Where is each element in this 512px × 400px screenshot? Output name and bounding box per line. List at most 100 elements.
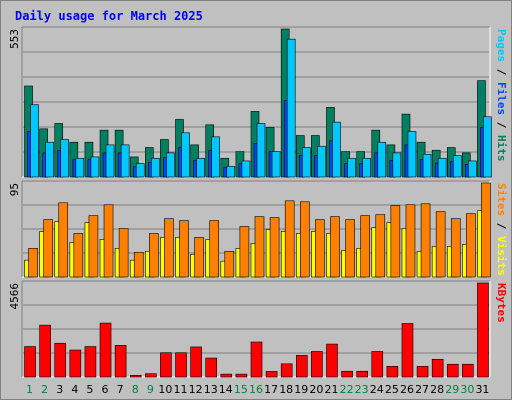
legend-part-1: / (495, 216, 508, 236)
bar-kbytes-day-27 (416, 365, 429, 378)
bar-sites-day-30 (466, 213, 476, 278)
legend-label-middle: Sites / Visits (495, 183, 508, 276)
bar-kbytes-day-25 (386, 365, 399, 378)
bar-sites-day-16 (254, 216, 265, 278)
x-tick-label-day-9: 9 (147, 383, 154, 396)
y-max-label-middle: 95 (8, 183, 21, 196)
x-tick-label-day-29: 29 (445, 383, 459, 396)
bar-kbytes-day-29 (446, 363, 459, 378)
x-tick-label-day-17: 17 (264, 383, 278, 396)
bar-sites-day-20 (315, 219, 325, 278)
bar-kbytes-day-26 (401, 323, 414, 378)
legend-part-4: Hits (495, 135, 508, 162)
bar-kbytes-day-6 (99, 322, 112, 378)
y-max-label-bottom: 4566 (8, 283, 21, 310)
bar-sites-day-24 (375, 214, 386, 278)
bar-pages-day-31 (483, 116, 492, 178)
bar-pages-day-8 (135, 163, 145, 178)
bar-pages-day-10 (166, 152, 175, 178)
bar-kbytes-day-10 (160, 352, 172, 378)
bar-sites-day-13 (209, 220, 220, 278)
x-tick-label-day-10: 10 (158, 383, 172, 396)
bar-pages-day-15 (241, 160, 251, 178)
bar-kbytes-day-5 (84, 346, 97, 378)
bar-kbytes-day-31 (477, 282, 489, 378)
bar-kbytes-day-21 (326, 343, 338, 378)
bar-pages-day-20 (317, 145, 326, 178)
legend-label-bottom: KBytes (495, 283, 508, 323)
legend-label-top: Pages / Files / Hits (495, 29, 508, 162)
x-tick-label-day-26: 26 (400, 383, 414, 396)
bar-pages-day-16 (256, 123, 266, 178)
bar-sites-day-4 (73, 233, 84, 278)
bar-sites-day-28 (435, 211, 446, 278)
bar-kbytes-day-12 (190, 346, 202, 378)
bar-pages-day-2 (45, 141, 54, 178)
bar-kbytes-day-17 (265, 371, 278, 378)
x-tick-label-day-4: 4 (71, 383, 78, 396)
bar-sites-day-25 (390, 205, 401, 278)
bar-sites-day-17 (269, 217, 280, 278)
x-tick-label-day-15: 15 (234, 383, 248, 396)
bar-sites-day-11 (179, 220, 189, 278)
bar-pages-day-12 (196, 157, 205, 178)
bar-kbytes-day-7 (114, 344, 127, 378)
bar-pages-day-7 (120, 144, 130, 178)
bar-sites-day-6 (103, 204, 114, 278)
bar-kbytes-day-9 (145, 373, 157, 378)
bar-sites-day-14 (224, 250, 235, 278)
bar-sites-day-18 (284, 200, 295, 278)
y-max-label-top: 553 (8, 29, 21, 49)
x-tick-label-day-21: 21 (324, 383, 338, 396)
bar-kbytes-day-8 (129, 375, 142, 378)
bar-pages-day-23 (362, 157, 371, 178)
bar-sites-day-15 (239, 226, 250, 278)
bar-sites-day-1 (28, 248, 38, 278)
bar-pages-day-29 (452, 155, 462, 178)
bar-kbytes-day-4 (69, 349, 82, 378)
bar-pages-day-6 (105, 144, 115, 178)
bar-sites-day-9 (149, 233, 159, 278)
bar-pages-day-21 (332, 121, 341, 178)
x-tick-label-day-3: 3 (56, 383, 63, 396)
legend-part-3: / (495, 115, 508, 135)
bar-kbytes-day-1 (24, 346, 36, 378)
bar-sites-day-3 (58, 202, 69, 278)
x-tick-label-day-12: 12 (189, 383, 203, 396)
x-tick-label-day-25: 25 (385, 383, 399, 396)
bar-kbytes-day-16 (250, 341, 263, 378)
x-tick-label-day-11: 11 (174, 383, 188, 396)
x-tick-label-day-14: 14 (219, 383, 233, 396)
legend-part-1: / (495, 62, 508, 82)
bar-sites-day-7 (118, 228, 129, 278)
bar-sites-day-23 (360, 215, 370, 278)
bar-kbytes-day-28 (431, 358, 444, 378)
bar-sites-day-10 (164, 218, 174, 278)
legend-part-0: KBytes (495, 283, 508, 323)
bar-sites-day-8 (133, 251, 144, 278)
x-tick-label-day-13: 13 (204, 383, 218, 396)
x-tick-label-day-30: 30 (460, 383, 474, 396)
bar-pages-day-13 (211, 136, 221, 178)
bar-sites-day-26 (405, 204, 416, 278)
x-tick-label-day-2: 2 (41, 383, 48, 396)
bar-sites-day-5 (88, 215, 99, 278)
bar-kbytes-day-20 (311, 351, 323, 378)
legend-part-0: Pages (495, 29, 508, 62)
bar-pages-day-17 (271, 151, 281, 178)
x-tick-label-day-5: 5 (86, 383, 93, 396)
x-tick-label-day-23: 23 (355, 383, 369, 396)
bar-kbytes-day-30 (462, 363, 474, 378)
x-tick-label-day-19: 19 (294, 383, 308, 396)
bar-pages-day-5 (90, 156, 100, 178)
bar-pages-day-9 (151, 157, 160, 178)
x-tick-label-day-27: 27 (415, 383, 429, 396)
bar-pages-day-19 (301, 147, 311, 178)
bar-pages-day-25 (392, 152, 402, 178)
bar-kbytes-day-15 (235, 373, 248, 378)
bar-pages-day-11 (181, 132, 190, 178)
bar-pages-day-4 (75, 157, 85, 178)
x-tick-label-day-18: 18 (279, 383, 293, 396)
x-tick-label-day-16: 16 (249, 383, 263, 396)
x-tick-label-day-31: 31 (475, 383, 489, 396)
